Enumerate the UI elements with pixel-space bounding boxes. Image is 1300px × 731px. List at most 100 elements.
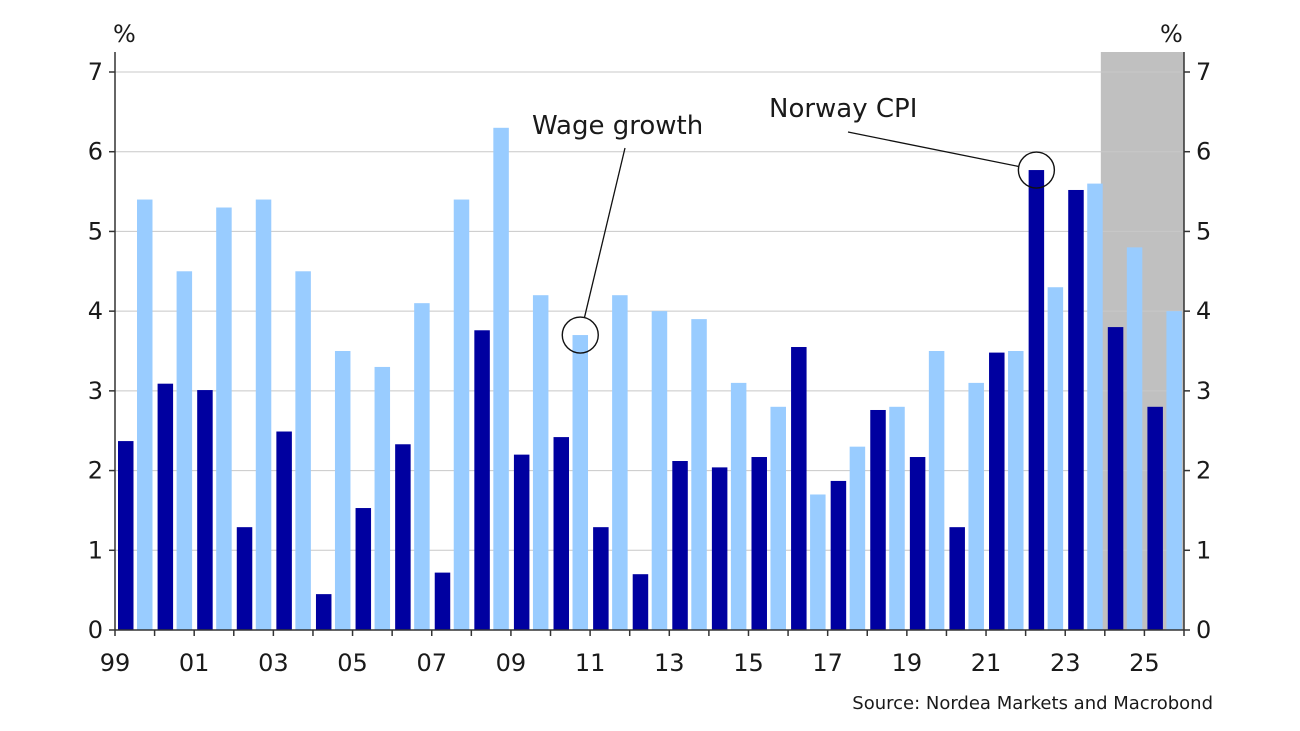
- wage-bar: [770, 406, 786, 630]
- x-tick-label: 23: [1050, 649, 1081, 677]
- annotation-leader-line: [847, 131, 1019, 168]
- wage-bar: [414, 303, 430, 630]
- wage-bar: [176, 271, 193, 630]
- cpi-bar: [949, 527, 965, 630]
- wage-bar: [849, 446, 866, 630]
- y-tick-label-right: 5: [1196, 217, 1211, 245]
- cpi-bar: [989, 352, 1005, 630]
- wage-bar: [493, 127, 509, 631]
- wage-bar: [532, 295, 549, 630]
- cpi-bar: [118, 441, 134, 630]
- wage-bar: [968, 382, 984, 630]
- cpi-bar: [1028, 170, 1045, 630]
- cpi-bar: [1147, 406, 1163, 630]
- x-tick-label: 17: [812, 649, 843, 677]
- wage-bar: [730, 382, 747, 630]
- cpi-bar: [711, 467, 728, 630]
- axes: [109, 52, 1190, 636]
- wage-bar: [1126, 247, 1143, 630]
- cpi-bar: [632, 574, 649, 630]
- wage-bar: [216, 207, 232, 630]
- cpi-bar: [909, 457, 926, 630]
- y-tick-label-right: 7: [1196, 58, 1211, 86]
- y-tick-labels-left: 0 1 2 3 4 5 6 7: [88, 58, 103, 644]
- annotation-leader-line: [583, 147, 626, 318]
- wage-bar: [651, 311, 668, 630]
- y-axis-unit-right: %: [1160, 20, 1183, 48]
- x-tick-label: 99: [100, 649, 131, 677]
- cpi-bar: [593, 527, 609, 630]
- x-tick-label: 21: [971, 649, 1002, 677]
- y-tick-label-left: 3: [88, 377, 103, 405]
- cpi-bar: [1068, 189, 1084, 630]
- wage-bar: [374, 366, 391, 630]
- y-axis-unit-left: %: [113, 20, 136, 48]
- cpi-bar: [870, 409, 886, 630]
- wage-bar: [1008, 351, 1024, 630]
- wage-bar: [1166, 311, 1182, 630]
- y-tick-label-right: 1: [1196, 536, 1211, 564]
- wage-bar: [691, 319, 707, 630]
- y-tick-label-left: 7: [88, 58, 103, 86]
- x-tick-label: 03: [258, 649, 289, 677]
- y-tick-label-right: 3: [1196, 377, 1211, 405]
- x-tick-label: 07: [416, 649, 447, 677]
- y-tick-label-right: 2: [1196, 457, 1211, 485]
- cpi-bar: [355, 508, 372, 630]
- x-tick-label: 11: [575, 649, 606, 677]
- cpi-bar: [513, 454, 530, 630]
- wage-bar: [928, 351, 945, 630]
- wage-bar: [1087, 183, 1103, 630]
- annotation-circle: [561, 316, 599, 354]
- y-tick-labels-right: 0 1 2 3 4 5 6 7: [1196, 58, 1211, 644]
- y-tick-label-left: 1: [88, 536, 103, 564]
- y-tick-label-left: 0: [88, 616, 103, 644]
- x-tick-label: 09: [496, 649, 527, 677]
- y-tick-label-left: 4: [88, 297, 103, 325]
- bars: [118, 127, 1182, 631]
- y-tick-label-right: 6: [1196, 138, 1211, 166]
- source-note: Source: Nordea Markets and Macrobond: [852, 693, 1213, 714]
- wage-bar: [572, 335, 589, 630]
- x-tick-label: 19: [892, 649, 923, 677]
- y-tick-label-right: 0: [1196, 616, 1211, 644]
- x-tick-label: 15: [733, 649, 764, 677]
- wage-bar: [295, 271, 311, 630]
- y-tick-label-right: 4: [1196, 297, 1211, 325]
- x-tick-label: 05: [337, 649, 368, 677]
- cpi-bar: [830, 480, 847, 630]
- cpi-bar: [553, 437, 570, 630]
- cpi-bar: [751, 457, 767, 630]
- wage-bar: [255, 199, 272, 631]
- wage-bar: [810, 494, 826, 630]
- cpi-bar: [315, 594, 332, 630]
- annotation-label: Norway CPI: [769, 94, 917, 124]
- y-tick-label-left: 2: [88, 457, 103, 485]
- wage-bar: [137, 199, 153, 631]
- wage-bar: [612, 295, 628, 630]
- cpi-bar: [434, 572, 451, 630]
- cpi-bar: [197, 390, 213, 630]
- annotation-circle: [1017, 151, 1056, 189]
- cpi-bar: [276, 431, 292, 630]
- wage-bar: [453, 199, 470, 631]
- x-tick-label: 25: [1129, 649, 1160, 677]
- x-tick-label: 13: [654, 649, 685, 677]
- annotations: Wage growth Norway CPI: [532, 94, 1056, 354]
- cpi-bar: [474, 330, 490, 630]
- wage-bar: [1047, 287, 1064, 630]
- cpi-bar: [236, 527, 253, 630]
- cpi-bar: [791, 347, 807, 630]
- gridlines: [115, 71, 1184, 551]
- cpi-bar: [157, 383, 174, 630]
- y-tick-label-left: 6: [88, 138, 103, 166]
- x-tick-labels: 99 01 03 05 07 09 11 13 15 17 19 21 23 25: [100, 649, 1160, 677]
- cpi-bar: [1107, 327, 1124, 630]
- annotation-label: Wage growth: [532, 111, 703, 141]
- wage-bar: [334, 351, 351, 630]
- cpi-bar: [395, 444, 411, 630]
- wage-bar: [889, 406, 905, 630]
- x-tick-label: 01: [179, 649, 210, 677]
- y-tick-label-left: 5: [88, 217, 103, 245]
